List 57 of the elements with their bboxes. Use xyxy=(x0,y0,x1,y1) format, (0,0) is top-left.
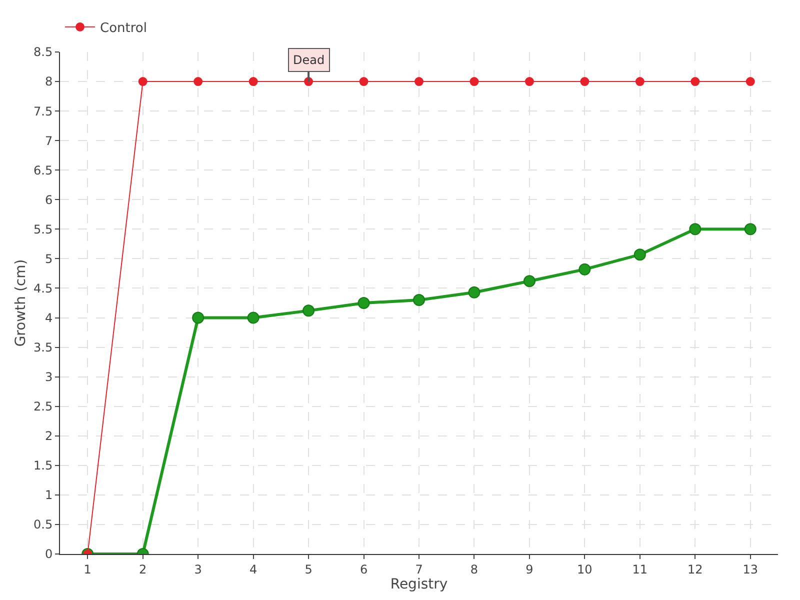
x-tick-label: 13 xyxy=(742,562,758,576)
point xyxy=(744,223,756,236)
x-tick-label: 6 xyxy=(360,562,368,576)
point xyxy=(247,312,260,324)
point xyxy=(580,77,590,86)
y-tick-label: 7.5 xyxy=(34,104,53,118)
x-tick-label: 9 xyxy=(526,562,534,576)
y-tick-label: 0.5 xyxy=(34,518,53,532)
y-tick-label: 4 xyxy=(44,310,53,325)
x-tick-label: 5 xyxy=(304,562,312,576)
point xyxy=(470,77,479,86)
point xyxy=(138,77,148,86)
point xyxy=(689,223,702,236)
point xyxy=(578,263,591,276)
point xyxy=(192,312,204,324)
point xyxy=(414,77,424,86)
y-tick-label: 3.5 xyxy=(34,340,53,354)
x-tick-label: 2 xyxy=(139,562,147,576)
y-tick-label: 8 xyxy=(44,74,53,89)
x-tick-label: 8 xyxy=(470,562,478,576)
y-tick-label: 1 xyxy=(44,488,53,502)
x-tick-label: 10 xyxy=(577,562,592,576)
y-tick-label: 4.5 xyxy=(34,281,53,296)
point xyxy=(634,248,646,261)
y-tick-label: 1.5 xyxy=(34,458,53,473)
x-tick-label: 3 xyxy=(194,562,202,576)
point xyxy=(524,77,534,86)
point xyxy=(635,77,644,86)
y-tick-label: 5.5 xyxy=(34,222,53,236)
x-tick-label: 1 xyxy=(84,562,92,576)
x-tick-label: 4 xyxy=(249,562,258,576)
y-tick-label: 6 xyxy=(44,192,53,207)
x-axis-title: Registry xyxy=(390,576,448,592)
point xyxy=(468,286,480,298)
point xyxy=(413,294,425,306)
y-tick-label: 3 xyxy=(44,370,53,384)
y-tick-label: 2 xyxy=(44,429,53,444)
annotation: Dead xyxy=(293,53,325,67)
y-tick-label: 8.5 xyxy=(34,45,53,60)
y-tick-label: 7 xyxy=(44,134,53,148)
point xyxy=(359,77,368,86)
point xyxy=(358,297,370,309)
y-tick-label: 5 xyxy=(44,252,53,266)
point xyxy=(746,77,755,86)
point xyxy=(248,77,258,86)
x-tick-label: 7 xyxy=(415,562,423,576)
x-tick-label: 12 xyxy=(688,562,703,576)
legend-label: Control xyxy=(100,20,147,36)
y-tick-label: 0 xyxy=(44,547,53,562)
x-tick-label: 11 xyxy=(632,562,648,576)
y-tick-label: 2.5 xyxy=(34,400,53,414)
point xyxy=(194,77,203,86)
point xyxy=(523,275,536,288)
point xyxy=(690,77,700,86)
y-axis-title: Growth (cm) xyxy=(13,259,30,347)
y-tick-label: 6.5 xyxy=(34,163,53,178)
point xyxy=(302,304,315,317)
